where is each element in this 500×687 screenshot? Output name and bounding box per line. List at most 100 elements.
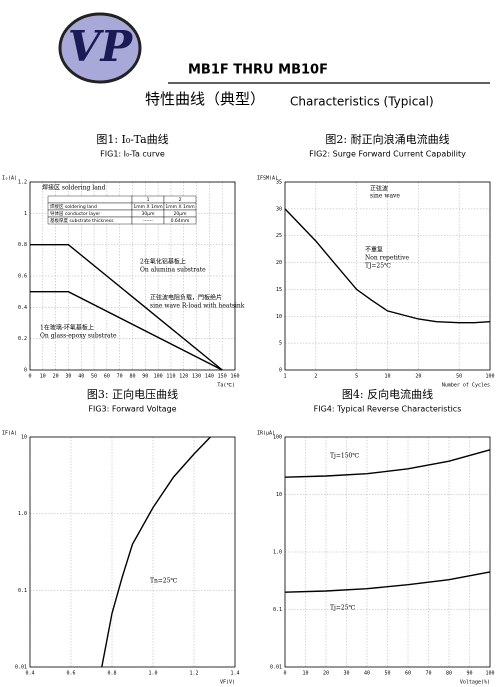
y-tick-label: 0.01 [15,665,27,671]
chart-title: 图3: 正向电压曲线 [87,387,178,401]
x-tick-label: 120 [179,374,188,380]
y-tick-label: 0.6 [18,274,27,280]
table-cell [47,195,133,204]
x-tick-label: 160 [230,374,239,380]
x-tick-label: 2 [314,374,317,380]
y-tick-label: 25 [276,233,282,239]
annotation: 正弦波 [370,185,388,193]
series-line [284,449,491,478]
annotation: Non repetitive [365,255,409,262]
y-tick-label: 1.0 [273,550,282,556]
table-text: 0.64mm [171,218,190,224]
chart-subtitle: FIG4: Typical Reverse Characteristics [314,405,462,414]
x-tick-label: 140 [205,374,214,380]
table-text: 基板厚度 substrate thickness [50,217,114,224]
y-tick-label: 0 [24,368,27,374]
x-tick-label: 30 [65,374,71,380]
x-tick-label: 10 [384,374,390,380]
annotation: TJ=25℃ [365,263,391,270]
x-tick-label: 100 [485,671,494,677]
y-axis-label: IR(μA) [257,431,275,437]
x-tick-label: 80 [446,671,452,677]
y-tick-label: 10 [276,314,282,320]
x-tick-label: 0.6 [66,671,75,677]
x-tick-label: 20 [415,374,421,380]
annotation: sine wave R-load with heatsink [150,303,245,310]
y-tick-label: 1 [24,211,27,217]
y-tick-label: 0.8 [18,242,27,248]
x-tick-label: 110 [166,374,175,380]
annotation: 不重复 [365,246,383,254]
table-text: 30μm [142,211,155,217]
x-tick-label: 0.8 [107,671,116,677]
x-tick-label: 70 [425,671,431,677]
y-tick-label: 5 [279,341,282,347]
table-text: ------ [143,219,153,224]
y-tick-label: 20 [276,260,282,266]
y-axis-label: I₀(A) [2,176,17,182]
x-axis-label: Ta(℃) [217,383,235,389]
series-line [30,244,223,371]
y-tick-label: 0.2 [18,336,27,342]
x-tick-label: 150 [218,374,227,380]
x-tick-label: 1 [283,374,286,380]
y-tick-label: 0.1 [18,588,27,594]
y-tick-label: 30 [276,206,282,212]
annotation: Tn=25℃ [150,578,178,585]
annotation: 1在玻璃-环氧基板上 [40,324,94,332]
chart-title: 图2: 耐正向浪涌电流曲线 [325,132,449,146]
series-line [101,436,211,668]
x-tick-label: 40 [78,374,84,380]
series-line [30,291,223,371]
logo-text: VP [68,22,134,71]
x-tick-label: 50 [384,671,390,677]
x-tick-label: 1.2 [189,671,198,677]
logo [58,12,142,84]
x-tick-label: 40 [364,671,370,677]
chart-title: 图1: I₀-Ta曲线 [96,132,168,146]
y-tick-label: 35 [276,180,282,186]
annotation: On alumina substrate [140,267,206,274]
plot-frame [29,436,236,668]
annotation: 正弦波电阻负载，門板绝片 [150,294,222,302]
table-cell [163,216,197,225]
annotation: 2在氧化铝基板上 [140,258,186,266]
x-tick-label: 80 [129,374,135,380]
x-tick-label: 0 [28,374,31,380]
x-tick-label: 20 [53,374,59,380]
y-tick-label: 0.4 [18,305,27,311]
plot-frame [284,181,491,371]
table-caption: 焊接区 soldering land [42,184,106,192]
x-tick-label: 90 [142,374,148,380]
y-tick-label: 0.1 [273,607,282,613]
plot-frame [284,436,491,668]
x-tick-label: 1.0 [148,671,157,677]
table-text: 20μm [174,211,187,217]
x-tick-label: 100 [154,374,163,380]
annotation: Tj=25℃ [330,605,356,612]
x-tick-label: 10 [40,374,46,380]
chart-subtitle: FIG1: I₀-Ta curve [100,150,165,159]
x-tick-label: 90 [466,671,472,677]
plot-frame [29,181,236,371]
series-line [284,208,491,324]
y-tick-label: 10 [276,492,282,498]
annotation: On glass-epoxy substrate [40,333,117,340]
x-tick-label: 50 [91,374,97,380]
x-tick-label: 30 [343,671,349,677]
x-tick-label: 1.4 [230,671,239,677]
y-axis-label: IFSM(A) [257,176,278,182]
y-tick-label: 100 [273,435,282,441]
x-tick-label: 100 [485,374,494,380]
table-text: 焊接区 soldering land [50,203,97,210]
x-tick-label: 5 [355,374,358,380]
series-line [284,571,491,593]
table-text: 导体层 conductor layer [50,210,100,217]
y-tick-label: 0.01 [270,665,282,671]
table-text: 2 [179,197,182,203]
chart-subtitle: FIG2: Surge Forward Current Capability [309,150,466,159]
x-axis-label: Voltage(%) [460,680,490,686]
x-tick-label: 130 [192,374,201,380]
y-tick-label: 1.0 [18,511,27,517]
